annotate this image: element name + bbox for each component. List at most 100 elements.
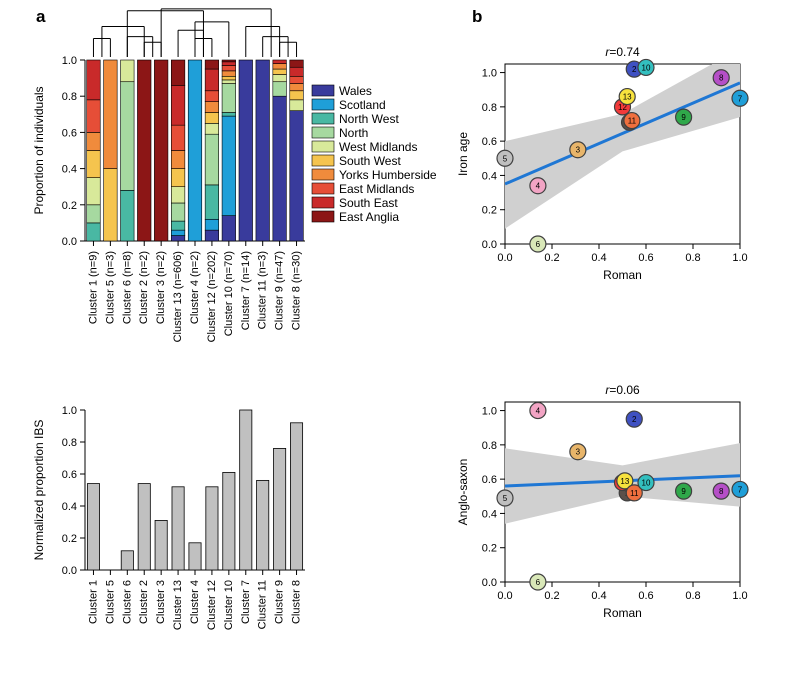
stacked-segment <box>222 76 236 80</box>
cluster-xlabel: Cluster 5 (n=3) <box>104 251 116 324</box>
scatter-point-label: 6 <box>536 240 541 249</box>
legend-label: Yorks Humberside <box>339 168 437 182</box>
scatter-point-label: 13 <box>623 93 632 102</box>
ibs-bar <box>206 487 218 570</box>
ylabel-top: Iron age <box>456 132 470 176</box>
stacked-segment <box>222 216 236 241</box>
ytick-label: 1.0 <box>62 55 77 67</box>
ylabel-top: Proportion of individuals <box>32 86 46 214</box>
ibs-bar <box>172 487 184 570</box>
stacked-segment <box>154 60 168 241</box>
stacked-segment <box>87 100 101 133</box>
stacked-segment <box>222 71 236 76</box>
scatter-point-label: 5 <box>503 154 508 163</box>
xtick-label: 0.6 <box>638 252 653 264</box>
stacked-segment <box>171 236 185 241</box>
legend-swatch <box>312 169 334 180</box>
scatter-point-label: 7 <box>738 94 743 103</box>
scatter-point-label: 11 <box>630 489 639 498</box>
cluster-xlabel: Cluster 9 (n=47) <box>274 251 286 330</box>
legend-swatch <box>312 211 334 222</box>
scatter-point-label: 13 <box>620 477 629 486</box>
ytick-label: 0.4 <box>482 170 497 182</box>
stacked-segment <box>290 67 304 76</box>
ibs-xlabel: Cluster 10 <box>223 580 235 630</box>
xtick-label: 0.0 <box>497 590 512 602</box>
scatter-point-label: 10 <box>642 479 651 488</box>
cluster-xlabel: Cluster 6 (n=8) <box>121 251 133 324</box>
ytick-label: 0.6 <box>482 474 497 486</box>
panel-label-a: a <box>36 7 46 26</box>
ytick-label: 0.4 <box>482 508 497 520</box>
ibs-xlabel: Cluster 2 <box>138 580 150 624</box>
scatter-point-label: 10 <box>642 63 651 72</box>
stacked-segment <box>188 60 202 241</box>
legend-swatch <box>312 141 334 152</box>
stacked-segment <box>104 169 118 241</box>
xlabel-top: Roman <box>603 268 642 282</box>
legend-swatch <box>312 113 334 124</box>
scatter-point-label: 8 <box>719 487 724 496</box>
ytick-label: 0.8 <box>62 91 77 103</box>
ytick-label: 0.6 <box>62 469 77 481</box>
legend-label: East Anglia <box>339 210 399 224</box>
ibs-bar <box>189 543 201 570</box>
legend-label: South East <box>339 196 398 210</box>
ibs-bar <box>257 480 269 570</box>
xtick-label: 0.8 <box>685 252 700 264</box>
ibs-xlabel: Cluster 8 <box>291 580 303 624</box>
legend-swatch <box>312 155 334 166</box>
legend-swatch <box>312 99 334 110</box>
stacked-segment <box>222 62 236 66</box>
stacked-segment <box>205 134 219 185</box>
stacked-segment <box>171 151 185 169</box>
ytick-label: 1.0 <box>482 406 497 418</box>
figure-root: a b 0.0 0.2 0.4 0.6 0.8 1.0 Proportion of indivi… <box>0 0 788 670</box>
ibs-bar <box>121 551 133 570</box>
ibs-bar <box>240 410 252 570</box>
legend-swatch <box>312 197 334 208</box>
stacked-segment <box>87 60 101 100</box>
stacked-segment <box>290 76 304 83</box>
xtick-label: 0.4 <box>591 590 606 602</box>
stacked-segment <box>171 60 185 85</box>
cluster-xlabel: Cluster 11 (n=3) <box>257 251 269 329</box>
legend-label: Scotland <box>339 98 386 112</box>
legend-label: West Midlands <box>339 140 417 154</box>
cluster-xlabel: Cluster 3 (n=2) <box>155 251 167 324</box>
stacked-segment <box>205 230 219 241</box>
panel-label-b: b <box>472 7 482 26</box>
xlabel-bottom: Roman <box>603 606 642 620</box>
legend-label: North West <box>339 112 399 126</box>
stacked-segment <box>87 205 101 223</box>
stacked-segment <box>87 151 101 178</box>
legend-label: Wales <box>339 84 372 98</box>
ibs-xlabel: Cluster 4 <box>189 580 201 624</box>
stacked-segment <box>121 190 135 241</box>
xtick-label: 1.0 <box>732 590 747 602</box>
figure-svg: a b 0.0 0.2 0.4 0.6 0.8 1.0 Proportion of indivi… <box>0 0 788 670</box>
stacked-segment <box>239 60 253 241</box>
stacked-segment <box>290 111 304 241</box>
stacked-segment <box>121 60 135 82</box>
scatter-point-label: 11 <box>628 117 637 126</box>
ibs-bar <box>290 423 302 570</box>
stacked-segment <box>222 60 236 62</box>
ytick-label: 0.8 <box>482 102 497 114</box>
legend-label: North <box>339 126 368 140</box>
stacked-segment <box>273 69 287 74</box>
stacked-segment <box>290 84 304 91</box>
ytick-label: 0.8 <box>482 440 497 452</box>
scatter-point-label: 2 <box>632 415 637 424</box>
scatter-point-label: 4 <box>536 407 541 416</box>
stacked-segment <box>121 82 135 191</box>
xtick-label: 0.6 <box>638 590 653 602</box>
stacked-segment <box>273 64 287 69</box>
stacked-segment <box>290 100 304 111</box>
ytick-label: 1.0 <box>482 68 497 80</box>
ytick-label: 0.2 <box>482 205 497 217</box>
ibs-xlabel: Cluster 11 <box>257 580 269 629</box>
ytick-label: 0.2 <box>62 533 77 545</box>
stacked-segment <box>137 60 151 241</box>
cluster-xlabel: Cluster 10 (n=70) <box>223 251 235 336</box>
